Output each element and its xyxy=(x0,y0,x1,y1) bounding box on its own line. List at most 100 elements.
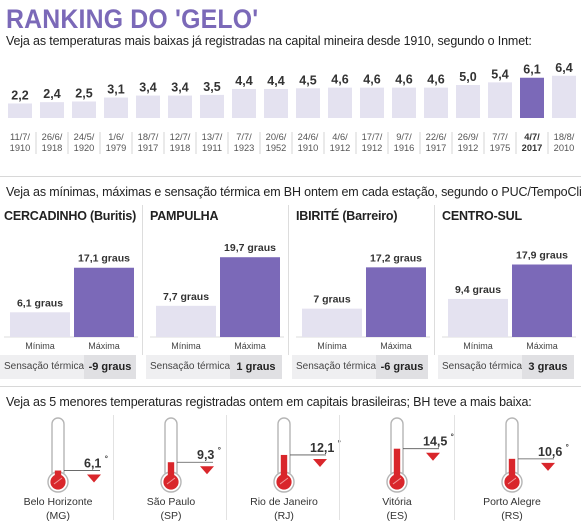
ranking-bar xyxy=(232,88,256,118)
down-arrow-icon xyxy=(313,458,327,467)
station-chart: 6,1 graus 17,1 graus Mínima Máxima xyxy=(4,253,138,351)
ranking-date-label: 17/7/ xyxy=(362,132,383,142)
ranking-date-label: 26/6/ xyxy=(42,132,63,142)
stations-intro: Veja as mínimas, máximas e sensação térm… xyxy=(6,185,581,199)
ranking-bar-value: 4,6 xyxy=(395,73,412,87)
ranking-bar xyxy=(488,82,512,118)
sensation-label: Sensação térmica xyxy=(146,355,230,379)
thermometer-fill xyxy=(393,448,401,482)
section-divider xyxy=(0,386,581,387)
ranking-year-label: 1916 xyxy=(394,143,415,153)
thermometer-fill xyxy=(280,454,288,482)
sensation-label: Sensação térmica xyxy=(0,355,84,379)
thermometer-shine xyxy=(53,477,63,485)
ranking-bar-value: 5,4 xyxy=(491,67,508,81)
station-min-label: Mínima xyxy=(463,341,493,351)
degree-symbol: ° xyxy=(451,433,454,442)
ranking-bar-value: 3,1 xyxy=(107,83,124,97)
ranking-bar-value: 2,5 xyxy=(75,87,92,101)
thermometer-shine xyxy=(392,477,402,485)
thermometer-shine xyxy=(166,477,176,485)
sensation-value: -6 graus xyxy=(376,355,428,379)
thermometer-shine xyxy=(279,477,289,485)
ranking-bar xyxy=(552,75,576,118)
capital-item: 14,5 ° Vitória (ES) xyxy=(351,412,467,528)
thermometer-fill xyxy=(167,462,175,482)
capital-separator xyxy=(226,415,227,520)
station-max-bar xyxy=(220,257,280,337)
capital-state: (RJ) xyxy=(274,510,294,522)
ranking-year-label: 2017 xyxy=(522,143,543,153)
ranking-bar xyxy=(40,102,64,118)
degree-symbol: ° xyxy=(218,446,221,455)
capital-state: (ES) xyxy=(386,510,408,522)
thermometer-fill xyxy=(508,458,516,482)
thermometer-tube xyxy=(51,417,65,479)
thermometer-bulb xyxy=(389,474,405,490)
thermometer-bulb xyxy=(50,474,66,490)
ranking-bar xyxy=(72,101,96,118)
station-max-bar xyxy=(366,267,426,337)
ranking-date-label: 4/7/ xyxy=(524,132,540,142)
sensation-row: Sensação térmica 3 graus xyxy=(438,355,579,379)
station-min-bar xyxy=(10,312,70,337)
ranking-year-label: 1912 xyxy=(458,143,479,153)
station-divider xyxy=(434,205,435,355)
station-max-value: 19,7 graus xyxy=(224,242,276,254)
ranking-date-label: 12/7/ xyxy=(170,132,191,142)
thermometer-icon: 10,6 ° xyxy=(501,417,569,493)
ranking-year-label: 1910 xyxy=(298,143,319,153)
station-max-label: Máxima xyxy=(88,341,120,351)
ranking-year-label: 1912 xyxy=(362,143,383,153)
capital-name: Vitória xyxy=(382,496,412,508)
sensation-value: -9 graus xyxy=(84,355,136,379)
station-divider xyxy=(142,205,143,355)
capital-separator xyxy=(454,415,455,520)
ranking-bar-value: 6,1 xyxy=(523,63,540,77)
capital-item: 6,1 ° Belo Horizonte (MG) xyxy=(12,412,128,528)
ranking-date-label: 7/7/ xyxy=(492,132,508,142)
ranking-bar xyxy=(456,85,480,118)
ranking-bar-value: 5,0 xyxy=(459,70,476,84)
station-max-label: Máxima xyxy=(234,341,266,351)
ranking-bar-value: 2,4 xyxy=(43,87,60,101)
ranking-year-label: 1979 xyxy=(106,143,127,153)
ranking-date-label: 24/5/ xyxy=(74,132,95,142)
ranking-bar-value: 4,4 xyxy=(267,74,284,88)
station-min-label: Mínima xyxy=(25,341,55,351)
ranking-date-label: 24/6/ xyxy=(298,132,319,142)
ranking-date-label: 18/7/ xyxy=(138,132,159,142)
thermometer-icon: 9,3 ° xyxy=(160,417,221,493)
down-arrow-icon xyxy=(87,474,101,483)
ranking-bar xyxy=(360,87,384,118)
capital-state: (RS) xyxy=(501,510,523,522)
ranking-year-label: 1918 xyxy=(170,143,191,153)
ranking-date-label: 18/8/ xyxy=(554,132,575,142)
ranking-year-label: 1910 xyxy=(10,143,31,153)
station-min-bar xyxy=(448,298,508,337)
station-max-label: Máxima xyxy=(526,341,558,351)
capital-name: Belo Horizonte xyxy=(23,496,93,508)
capital-separator xyxy=(339,415,340,520)
ranking-date-label: 22/6/ xyxy=(426,132,447,142)
sensation-row: Sensação térmica -9 graus xyxy=(0,355,141,379)
ranking-chart: 2,2 11/7/1910 2,4 26/6/1918 2,5 24/5/1920 3,1 1… xyxy=(8,61,576,154)
station-max-bar xyxy=(74,267,134,337)
ranking-year-label: 1917 xyxy=(426,143,447,153)
station-panel: CENTRO-SUL 9,4 graus 17,9 graus Mínima Máxim… xyxy=(438,205,579,381)
station-chart: 7,7 graus 19,7 graus Mínima Máxima xyxy=(150,242,284,351)
thermometer-bulb xyxy=(276,474,292,490)
sensation-label: Sensação térmica xyxy=(292,355,376,379)
station-min-label: Mínima xyxy=(317,341,347,351)
capital-temperature: 12,1 xyxy=(310,441,334,455)
station-chart: 9,4 graus 17,9 graus Mínima Máxima xyxy=(442,250,576,351)
ranking-date-label: 20/6/ xyxy=(266,132,287,142)
thermometer-shine xyxy=(507,477,517,485)
page-title: RANKING DO 'GELO' xyxy=(6,4,259,34)
ranking-year-label: 1952 xyxy=(266,143,287,153)
station-name: IBIRITÉ (Barreiro) xyxy=(296,209,398,223)
ranking-bar-value: 4,6 xyxy=(363,73,380,87)
ranking-bar-value: 4,4 xyxy=(235,74,252,88)
ranking-bar-value: 6,4 xyxy=(555,61,572,75)
capital-item: 9,3 ° São Paulo (SP) xyxy=(125,412,241,528)
